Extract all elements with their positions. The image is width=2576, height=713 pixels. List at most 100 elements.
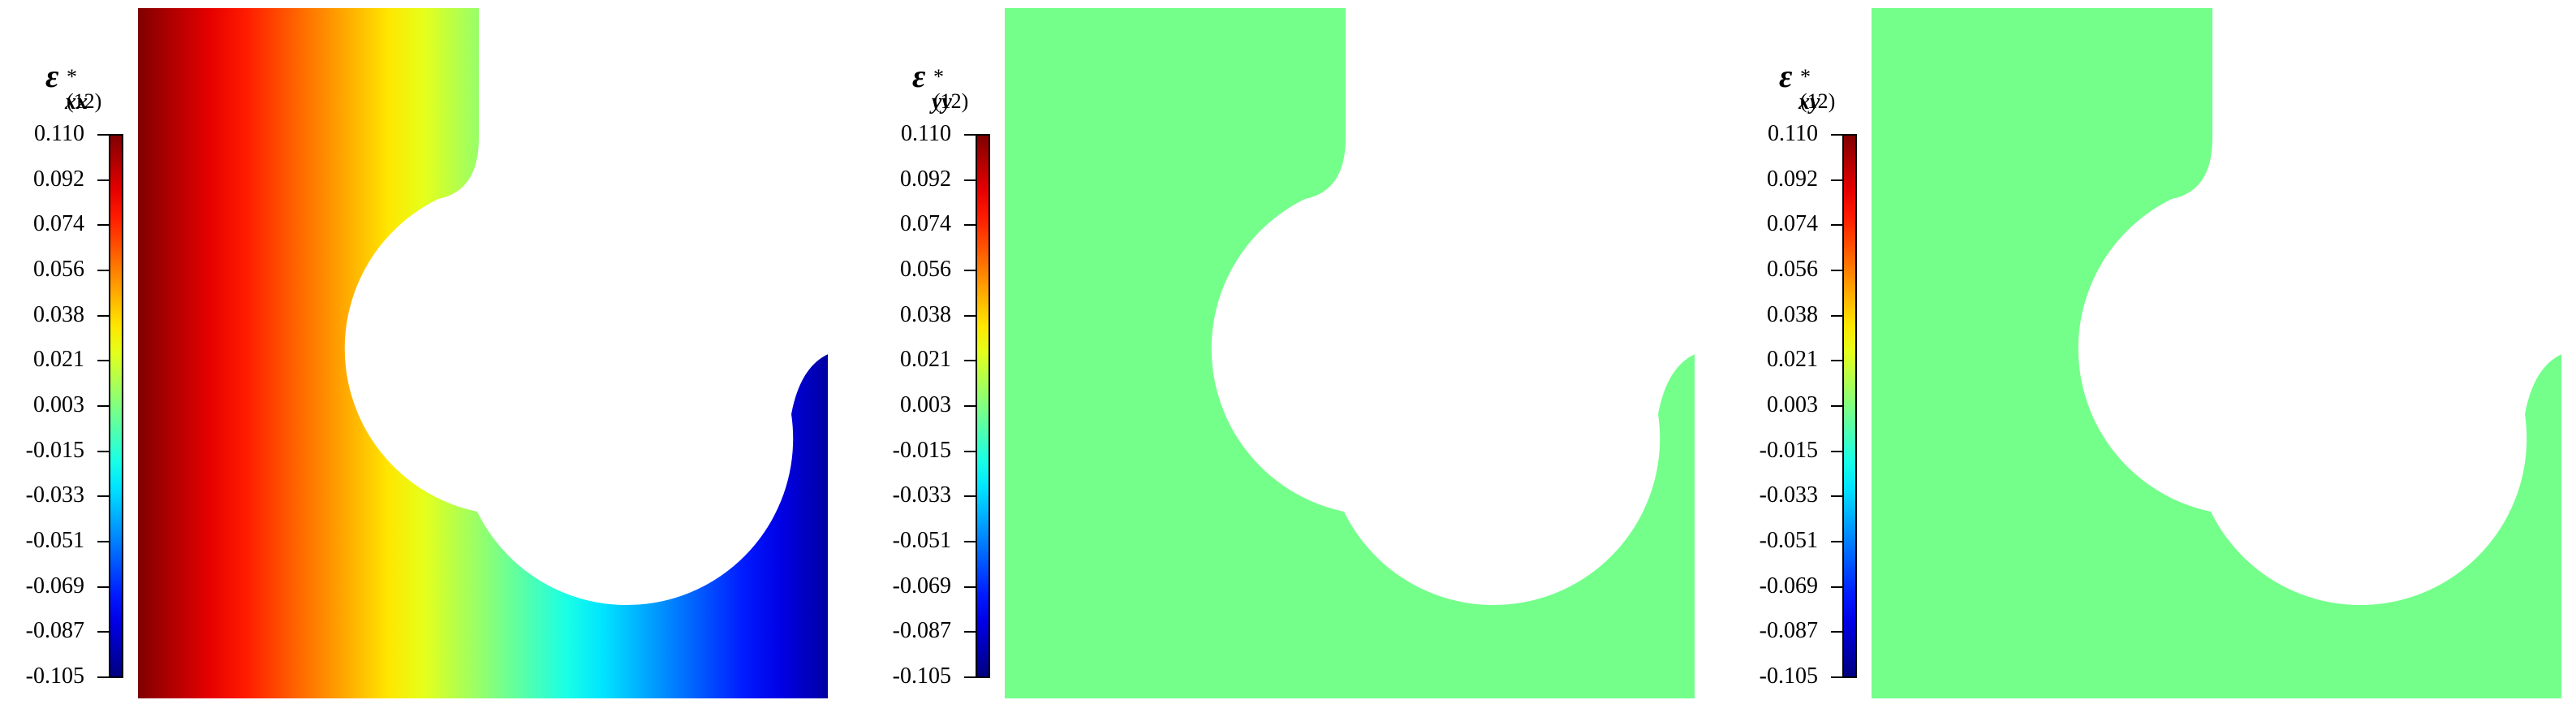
colorbar-tick-label: 0.056 xyxy=(1767,257,1818,282)
panel-eyy: ε *(12) yy 0.110 0.092 0.074 0.056 0.038 0.02… xyxy=(867,0,1727,713)
colorbar-tick-mark xyxy=(964,495,976,498)
colorbar-tick-label: 0.038 xyxy=(1767,301,1818,327)
colorbar-tick-label: -0.069 xyxy=(1759,573,1818,598)
strain-domain xyxy=(1005,8,1695,698)
colorbar-tick-mark xyxy=(1831,405,1842,407)
colorbar-tick-label: -0.087 xyxy=(1759,618,1818,644)
colorbar-tick-label: 0.074 xyxy=(900,211,951,237)
colorbar-tick-mark xyxy=(97,541,109,542)
colorbar-tick-mark xyxy=(964,405,976,407)
panel-exx: ε *(12) xx 0.110 0.092 0.074 0.056 0.038 0.02… xyxy=(0,0,860,713)
colorbar-tick-label: -0.033 xyxy=(892,482,951,508)
colorbar-tick-label: 0.003 xyxy=(900,392,951,417)
colorbar-tick-mark xyxy=(964,360,976,362)
colorbar-tick-label: 0.003 xyxy=(33,392,84,417)
colorbar-tick-mark xyxy=(1831,495,1842,498)
colorbar-tick-label: -0.015 xyxy=(892,437,951,463)
colorbar-tick-label: -0.033 xyxy=(1759,482,1818,508)
colorbar-tick-label: 0.021 xyxy=(1767,347,1818,373)
colorbar-title: ε *(12) xx xyxy=(45,57,101,115)
colorbar-tick-mark xyxy=(1831,586,1842,588)
title-symbol: ε xyxy=(45,58,59,94)
colorbar-tick-label: -0.069 xyxy=(892,573,951,598)
colorbar-tick-mark xyxy=(97,179,109,181)
colorbar-tick-label: -0.087 xyxy=(25,618,84,644)
colorbar-tick-label: -0.033 xyxy=(25,482,84,508)
colorbar xyxy=(109,134,123,678)
colorbar-tick-label: -0.015 xyxy=(25,437,84,463)
strain-field-exy xyxy=(1872,8,2561,698)
colorbar-tick-mark xyxy=(1831,676,1842,678)
colorbar-tick-mark xyxy=(97,495,109,498)
colorbar-tick-label: 0.003 xyxy=(1767,392,1818,417)
colorbar-tick-mark xyxy=(1831,360,1842,362)
title-superscript: *(12) xyxy=(933,65,969,113)
colorbar-tick-mark xyxy=(97,134,109,136)
colorbar-tick-mark xyxy=(964,676,976,678)
title-superscript: *(12) xyxy=(1800,65,1836,113)
colorbar-tick-label: 0.056 xyxy=(33,257,84,282)
colorbar-tick-mark xyxy=(1831,270,1842,271)
colorbar-tick-label: 0.092 xyxy=(1767,166,1818,192)
colorbar-tick-label: -0.015 xyxy=(1759,437,1818,463)
colorbar-tick-mark xyxy=(97,314,109,317)
colorbar xyxy=(1842,134,1857,678)
colorbar-tick-mark xyxy=(97,270,109,271)
strain-field-exx xyxy=(138,8,828,698)
colorbar-tick-mark xyxy=(964,270,976,271)
colorbar-tick-mark xyxy=(1831,450,1842,452)
colorbar-tick-label: 0.056 xyxy=(900,257,951,282)
colorbar-tick-mark xyxy=(97,405,109,407)
colorbar-tick-mark xyxy=(1831,541,1842,542)
colorbar-tick-label: 0.074 xyxy=(1767,211,1818,237)
colorbar xyxy=(976,134,990,678)
colorbar-tick-label: -0.051 xyxy=(25,528,84,553)
colorbar-tick-label: 0.110 xyxy=(1768,121,1818,146)
colorbar-tick-mark xyxy=(1831,631,1842,633)
colorbar-title: ε *(12) yy xyxy=(912,57,968,115)
panel-exy: ε *(12) xy 0.110 0.092 0.074 0.056 0.038 0.02… xyxy=(1734,0,2576,713)
colorbar-tick-label: -0.051 xyxy=(892,528,951,553)
colorbar-tick-label: 0.038 xyxy=(900,301,951,327)
colorbar-tick-mark xyxy=(964,450,976,452)
title-subscript: yy xyxy=(932,89,952,115)
colorbar-tick-mark xyxy=(97,676,109,678)
colorbar-tick-label: 0.092 xyxy=(33,166,84,192)
colorbar-tick-mark xyxy=(97,631,109,633)
colorbar-tick-label: 0.110 xyxy=(34,121,84,146)
colorbar-tick-label: 0.092 xyxy=(900,166,951,192)
colorbar-tick-mark xyxy=(964,134,976,136)
colorbar-tick-label: 0.038 xyxy=(33,301,84,327)
title-symbol: ε xyxy=(1779,58,1793,94)
colorbar-tick-label: -0.087 xyxy=(892,618,951,644)
colorbar-tick-label: -0.069 xyxy=(25,573,84,598)
colorbar-tick-label: -0.105 xyxy=(25,663,84,689)
title-subscript: xy xyxy=(1798,89,1820,115)
strain-domain xyxy=(138,8,828,698)
colorbar-tick-mark xyxy=(964,224,976,227)
colorbar-tick-label: 0.110 xyxy=(901,121,951,146)
title-superscript: *(12) xyxy=(67,65,102,113)
colorbar-tick-mark xyxy=(1831,224,1842,227)
colorbar-tick-mark xyxy=(964,631,976,633)
colorbar-tick-label: 0.074 xyxy=(33,211,84,237)
colorbar-tick-mark xyxy=(1831,314,1842,317)
colorbar-tick-mark xyxy=(964,179,976,181)
colorbar-tick-mark xyxy=(964,541,976,542)
title-symbol: ε xyxy=(912,58,926,94)
colorbar-tick-mark xyxy=(97,360,109,362)
colorbar-tick-mark xyxy=(1831,134,1842,136)
colorbar-tick-mark xyxy=(964,586,976,588)
colorbar-tick-mark xyxy=(97,450,109,452)
colorbar-tick-label: -0.051 xyxy=(1759,528,1818,553)
colorbar-tick-label: 0.021 xyxy=(900,347,951,373)
colorbar-tick-label: 0.021 xyxy=(33,347,84,373)
colorbar-tick-mark xyxy=(1831,179,1842,181)
colorbar-tick-mark xyxy=(97,224,109,227)
colorbar-tick-mark xyxy=(97,586,109,588)
colorbar-title: ε *(12) xy xyxy=(1779,57,1835,115)
colorbar-tick-mark xyxy=(964,314,976,317)
strain-field-eyy xyxy=(1005,8,1695,698)
colorbar-tick-label: -0.105 xyxy=(892,663,951,689)
strain-domain xyxy=(1872,8,2561,698)
